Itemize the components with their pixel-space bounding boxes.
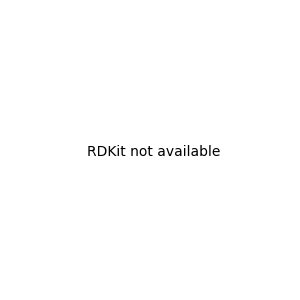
Text: RDKit not available: RDKit not available: [87, 145, 220, 158]
